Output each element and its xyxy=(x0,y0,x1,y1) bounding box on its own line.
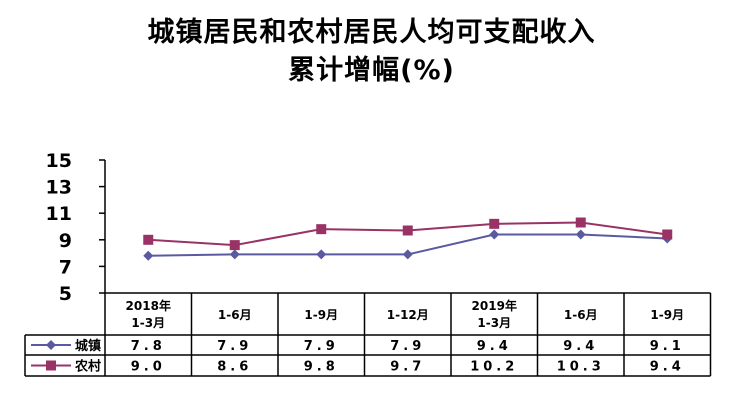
y-tick-label: 5 xyxy=(59,283,72,305)
y-tick-label: 7 xyxy=(59,256,72,278)
y-tick-label: 15 xyxy=(46,150,72,172)
data-point-marker xyxy=(402,249,413,260)
table-value-cell: 7.9 xyxy=(217,339,252,354)
legend-series-name: 农村 xyxy=(74,359,101,375)
table-value-cell: 10.3 xyxy=(557,360,605,375)
table-value-cell: 9.0 xyxy=(131,360,166,375)
legend-series-name: 城镇 xyxy=(75,338,101,354)
y-tick-label: 13 xyxy=(46,177,72,199)
table-value-cell: 10.2 xyxy=(470,360,518,375)
table-value-cell: 7.8 xyxy=(131,339,166,354)
x-category-label: 1-3月 xyxy=(477,316,511,330)
data-point-marker xyxy=(143,250,154,261)
table-value-cell: 9.7 xyxy=(390,360,425,375)
x-category-label: 2018年 xyxy=(126,298,171,313)
x-category-label: 1-9月 xyxy=(304,308,338,322)
data-point-marker xyxy=(316,249,327,260)
table-value-cell: 9.8 xyxy=(304,360,339,375)
table-value-cell: 9.4 xyxy=(563,339,598,354)
data-point-marker xyxy=(402,225,413,236)
table-value-cell: 9.4 xyxy=(477,339,512,354)
data-point-marker xyxy=(662,229,673,240)
data-point-marker xyxy=(489,218,500,229)
data-point-marker xyxy=(143,234,154,245)
data-point-marker xyxy=(229,249,240,260)
data-point-marker xyxy=(575,229,586,240)
table-value-cell: 8.6 xyxy=(217,360,252,375)
y-tick-label: 9 xyxy=(59,230,72,252)
x-category-label: 2019年 xyxy=(472,298,517,313)
x-category-label: 1-6月 xyxy=(218,308,252,322)
data-point-marker xyxy=(489,229,500,240)
table-value-cell: 9.4 xyxy=(650,360,685,375)
x-category-label: 1-9月 xyxy=(650,308,684,322)
data-point-marker xyxy=(575,217,586,228)
x-category-label: 1-3月 xyxy=(131,316,165,330)
data-point-marker xyxy=(229,240,240,251)
table-value-cell: 7.9 xyxy=(304,339,339,354)
chart-title-line1: 城镇居民和农村居民人均可支配收入 xyxy=(147,17,596,48)
legend-key-marker xyxy=(46,340,56,350)
legend-key-marker xyxy=(46,360,56,371)
x-category-label: 1-6月 xyxy=(564,308,598,322)
table-value-cell: 7.9 xyxy=(390,339,425,354)
table-value-cell: 9.1 xyxy=(650,339,685,354)
data-point-marker xyxy=(316,224,327,235)
chart-title-line2: 累计增幅(%) xyxy=(288,55,455,86)
y-tick-label: 11 xyxy=(46,203,72,225)
x-category-label: 1-12月 xyxy=(387,308,429,322)
